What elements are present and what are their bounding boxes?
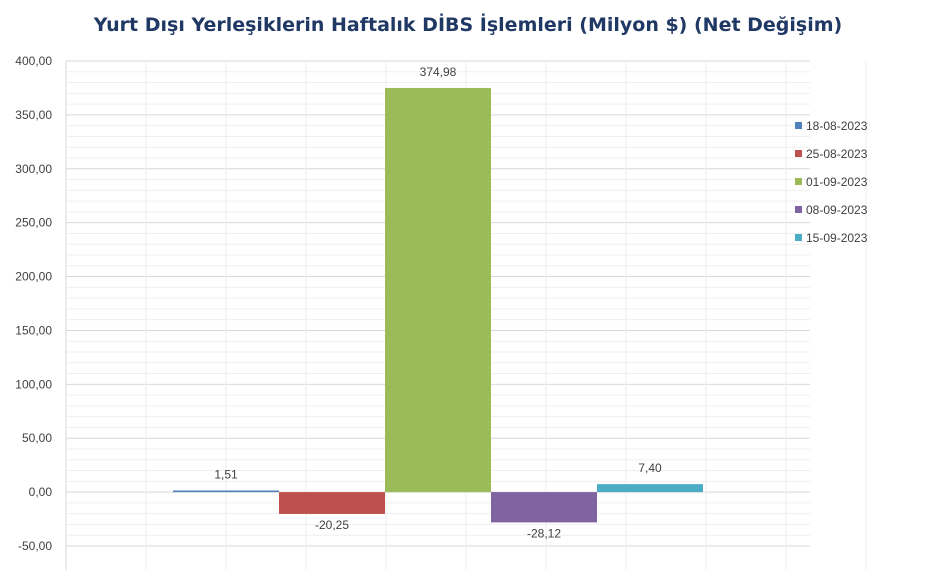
legend-label: 15-09-2023	[806, 231, 868, 245]
y-tick-label: 150,00	[15, 323, 52, 337]
legend-label: 08-09-2023	[806, 203, 868, 217]
data-label: -20,25	[315, 518, 349, 532]
y-tick-label: 50,00	[22, 431, 52, 445]
legend-swatch	[795, 234, 802, 241]
y-tick-label: 250,00	[15, 216, 52, 230]
chart-title: Yurt Dışı Yerleşiklerin Haftalık DİBS İş…	[93, 14, 843, 36]
bar-15-09-2023	[597, 484, 703, 493]
legend-label: 25-08-2023	[806, 147, 868, 161]
y-tick-label: 200,00	[15, 270, 52, 284]
bar-08-09-2023	[491, 492, 597, 523]
bar-25-08-2023	[279, 492, 385, 514]
data-label: -28,12	[527, 526, 561, 540]
legend-entry: 25-08-2023	[795, 147, 868, 161]
y-tick-label: 400,00	[15, 54, 52, 68]
legend-swatch	[795, 150, 802, 157]
legend-swatch	[795, 206, 802, 213]
legend-entry: 01-09-2023	[795, 175, 868, 189]
y-tick-label: 0,00	[29, 485, 53, 499]
y-tick-label: 100,00	[15, 377, 52, 391]
legend-swatch	[795, 178, 802, 185]
y-tick-label: -50,00	[18, 539, 52, 553]
legend-entry: 18-08-2023	[795, 119, 868, 133]
y-tick-label: 350,00	[15, 108, 52, 122]
data-label: 1,51	[214, 467, 238, 481]
legend-entry: 08-09-2023	[795, 203, 868, 217]
legend-label: 01-09-2023	[806, 175, 868, 189]
legend-entry: 15-09-2023	[795, 231, 868, 245]
legend-swatch	[795, 122, 802, 129]
data-label: 374,98	[420, 65, 457, 79]
data-label: 7,40	[638, 461, 662, 475]
bar-18-08-2023	[173, 490, 279, 493]
y-tick-label: 300,00	[15, 162, 52, 176]
legend-label: 18-08-2023	[806, 119, 868, 133]
bar-01-09-2023	[385, 87, 491, 493]
